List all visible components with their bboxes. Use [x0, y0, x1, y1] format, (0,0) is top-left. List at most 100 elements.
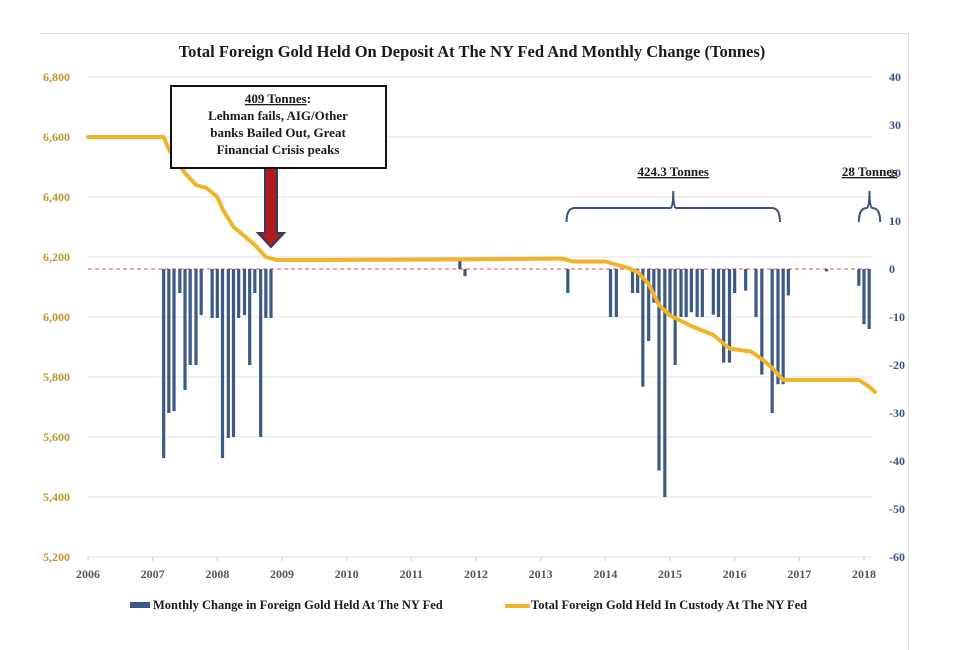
bar: [663, 269, 667, 497]
bar: [689, 269, 693, 313]
bar: [657, 269, 661, 471]
left-tick-label: 5,800: [43, 370, 70, 384]
left-tick-label: 6,400: [43, 190, 70, 204]
bracket-label: 28 Tonnes: [842, 164, 897, 179]
bar: [220, 269, 225, 459]
right-tick-label: -30: [889, 406, 905, 420]
x-axis: 2006 2007 2008 2009 2010 2011 2012 2013 2014 2015…: [76, 557, 876, 581]
callout-line: banks Bailed Out, Great: [210, 125, 346, 140]
x-tick-label: 2013: [529, 567, 553, 581]
bar: [760, 269, 764, 375]
bar: [183, 269, 187, 390]
left-tick-label: 5,200: [43, 550, 70, 564]
bracket-icon: [565, 190, 781, 223]
bar: [226, 269, 230, 438]
bar: [711, 269, 715, 315]
right-tick-label: -60: [889, 550, 905, 564]
bar: [210, 269, 214, 318]
bar: [248, 269, 252, 365]
x-tick-label: 2006: [76, 567, 100, 581]
chart-frame: [40, 33, 909, 650]
bar: [824, 269, 829, 272]
bracket-label: 424.3 Tonnes: [637, 164, 709, 179]
callout-heading: 409 Tonnes:: [245, 91, 311, 106]
bar: [695, 269, 699, 317]
bracket-icon: [857, 190, 882, 223]
bar: [231, 269, 236, 437]
right-tick-label: 30: [889, 118, 901, 132]
x-tick-label: 2016: [723, 567, 747, 581]
bar: [733, 269, 737, 293]
bar: [770, 269, 774, 413]
bar: [188, 269, 192, 365]
x-tick-label: 2015: [658, 567, 682, 581]
bar: [641, 269, 645, 387]
bar: [647, 269, 651, 341]
right-axis: 40 30 20 10 0 -10 -20 -30 -40 -50 -60: [889, 70, 905, 564]
x-tick-label: 2008: [205, 567, 229, 581]
right-tick-label: 40: [889, 70, 901, 84]
callout-line: Financial Crisis peaks: [217, 142, 340, 157]
bar: [781, 269, 785, 385]
bar: [242, 269, 247, 316]
bar: [162, 269, 166, 459]
bar: [636, 269, 640, 293]
bar: [199, 269, 203, 316]
bar: [684, 269, 688, 317]
x-tick-label: 2017: [787, 567, 811, 581]
bar: [652, 269, 656, 303]
bar: [178, 269, 182, 293]
x-tick-label: 2014: [593, 567, 617, 581]
line-series: [86, 135, 877, 394]
x-tick-label: 2011: [400, 567, 423, 581]
gold-holdings-line: [86, 135, 877, 394]
bar: [608, 269, 613, 317]
chart-title: Total Foreign Gold Held On Deposit At Th…: [179, 42, 766, 61]
bar: [700, 269, 704, 317]
bar: [754, 269, 758, 317]
bar: [167, 269, 171, 413]
legend: Monthly Change in Foreign Gold Held At T…: [130, 598, 807, 612]
bar: [237, 269, 241, 318]
bar: [614, 269, 618, 317]
right-tick-label: -10: [889, 310, 905, 324]
left-axis: 6,800 6,600 6,400 6,200 6,000 5,800 5,600 5,400…: [43, 70, 70, 564]
bar: [776, 269, 780, 385]
x-tick-label: 2009: [270, 567, 294, 581]
left-tick-label: 6,600: [43, 130, 70, 144]
legend-bar-label: Monthly Change in Foreign Gold Held At T…: [153, 598, 443, 612]
right-tick-label: -20: [889, 358, 905, 372]
bar: [259, 269, 263, 437]
bar: [264, 269, 268, 318]
bar: [857, 269, 861, 286]
callout-box: [170, 85, 387, 169]
legend-bar-swatch: [130, 602, 150, 608]
bar: [463, 269, 467, 277]
x-tick-label: 2012: [464, 567, 488, 581]
right-tick-label: 20: [889, 166, 901, 180]
callout-heading-suffix: :: [307, 91, 311, 106]
bar: [727, 269, 732, 363]
right-tick-label: 10: [889, 214, 901, 228]
bar: [172, 269, 176, 412]
bar: [744, 269, 748, 291]
left-tick-label: 5,600: [43, 430, 70, 444]
bar: [786, 269, 790, 296]
x-tick-label: 2018: [852, 567, 876, 581]
bar: [679, 269, 683, 317]
x-tick-label: 2010: [335, 567, 359, 581]
grid-lines: [88, 76, 872, 558]
bar: [194, 269, 198, 365]
bar: [862, 269, 866, 325]
bar: [215, 269, 219, 318]
right-tick-label: -50: [889, 502, 905, 516]
down-arrow-icon: [255, 167, 287, 249]
bar: [269, 269, 273, 318]
x-tick-label: 2007: [141, 567, 165, 581]
bar: [668, 269, 672, 317]
callout-heading-value: 409 Tonnes: [245, 91, 307, 106]
bar: [867, 269, 871, 329]
legend-line-label: Total Foreign Gold Held In Custody At Th…: [531, 598, 807, 612]
bar: [458, 259, 462, 269]
